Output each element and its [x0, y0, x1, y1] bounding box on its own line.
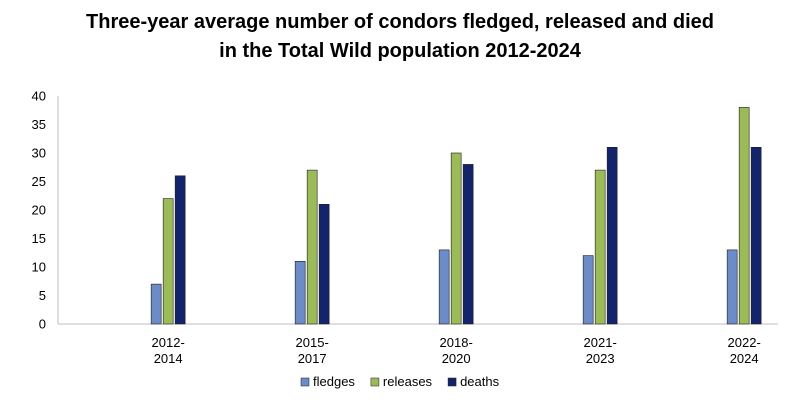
- bar-deaths: [174, 175, 186, 325]
- y-tick-label: 35: [32, 117, 46, 132]
- y-axis: 0 5 10 15 20 25 30 35 40: [32, 89, 59, 332]
- legend-swatch-releases: [370, 377, 380, 387]
- bar-releases: [594, 169, 606, 325]
- bar-releases: [306, 169, 318, 325]
- y-tick-label: 15: [32, 231, 46, 246]
- legend-label-deaths: deaths: [460, 374, 500, 389]
- x-tick-label: 2012-2014: [152, 335, 185, 366]
- chart-title: Three-year average number of condors fle…: [0, 8, 800, 66]
- chart-title-line-1: Three-year average number of condors fle…: [86, 11, 714, 33]
- x-tick-label: 2022-2024: [728, 335, 761, 366]
- bar-releases: [162, 198, 174, 325]
- bar-fledges: [582, 255, 594, 325]
- bar-fledges: [294, 260, 306, 325]
- bar-deaths: [318, 204, 330, 325]
- legend-swatch-fledges: [300, 377, 310, 387]
- y-tick-label: 20: [32, 203, 46, 218]
- bar-fledges: [438, 249, 450, 325]
- bar-releases: [450, 152, 462, 325]
- bar-fledges: [726, 249, 738, 325]
- bar-deaths: [606, 147, 618, 325]
- y-tick-label: 5: [39, 288, 46, 303]
- bar-releases: [738, 107, 750, 325]
- chart-title-line-2: in the Total Wild population 2012-2024: [219, 40, 581, 62]
- x-tick-label: 2015-2017: [296, 335, 329, 366]
- y-tick-label: 30: [32, 146, 46, 161]
- bar-deaths: [750, 147, 762, 325]
- legend-label-fledges: fledges: [313, 374, 355, 389]
- bars: [150, 107, 762, 325]
- legend-label-releases: releases: [383, 374, 433, 389]
- x-axis: 2012-2014 2015-2017 2018-2020 2021-2023 2022…: [58, 323, 778, 366]
- x-tick-label: 2018-2020: [440, 335, 473, 366]
- bar-fledges: [150, 283, 162, 325]
- y-tick-label: 40: [32, 89, 46, 104]
- x-tick-label: 2021-2023: [584, 335, 617, 366]
- y-tick-label: 10: [32, 260, 46, 275]
- legend: fledges releases deaths: [300, 374, 500, 389]
- y-tick-label: 0: [39, 317, 46, 332]
- legend-swatch-deaths: [447, 377, 457, 387]
- y-tick-label: 25: [32, 174, 46, 189]
- bar-deaths: [462, 164, 474, 325]
